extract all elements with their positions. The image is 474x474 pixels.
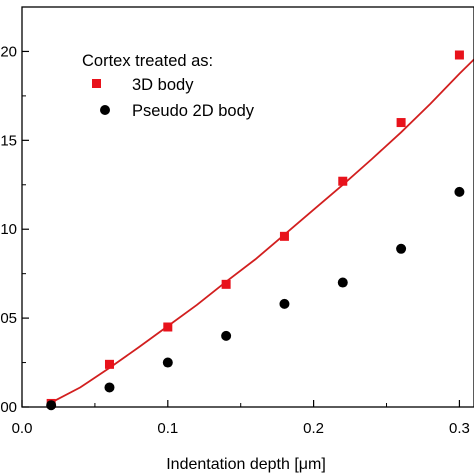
x-tick-label: 0.1 (157, 420, 178, 437)
points-layer (46, 50, 465, 411)
point-pseudo-2d-body (46, 400, 57, 411)
legend-label-3d-body: 3D body (132, 76, 194, 94)
point-3d-body (396, 118, 406, 128)
y-tick-label: 15 (0, 132, 17, 149)
legend-title: Cortex treated as: (82, 52, 213, 70)
plot-frame (21, 6, 474, 408)
legend-marker-pseudo-2d-body (100, 105, 110, 115)
point-3d-body (454, 50, 464, 60)
legend: Cortex treated as: 3D body Pseudo 2D bod… (82, 52, 255, 120)
point-3d-body (279, 231, 289, 241)
point-pseudo-2d-body (221, 330, 232, 341)
y-tick-label: 10 (0, 221, 17, 238)
x-tick-label: 0.3 (449, 420, 470, 437)
legend-label-pseudo-2d-body: Pseudo 2D body (132, 102, 255, 120)
y-tick-label: 20 (0, 43, 17, 60)
y-tick-label: 00 (0, 399, 17, 416)
point-pseudo-2d-body (104, 382, 115, 393)
point-pseudo-2d-body (454, 186, 465, 197)
y-tick-label: 05 (0, 310, 17, 327)
point-pseudo-2d-body (162, 357, 173, 368)
point-3d-body (163, 322, 173, 332)
x-tick-label: 0.2 (303, 420, 324, 437)
point-3d-body (104, 359, 114, 369)
fit-layer (50, 58, 474, 404)
point-3d-body (338, 176, 348, 186)
fit-curve (50, 58, 474, 404)
x-tick-label: 0.0 (12, 420, 33, 437)
point-pseudo-2d-body (279, 298, 290, 309)
point-pseudo-2d-body (337, 277, 348, 288)
point-pseudo-2d-body (396, 243, 407, 254)
ticks-layer: 0.0 0.1 0.2 0.3 00 05 10 15 20 (0, 43, 470, 437)
x-axis-label: Indentation depth [μm] (166, 456, 326, 473)
point-3d-body (221, 279, 231, 289)
legend-marker-3d-body (92, 79, 101, 88)
